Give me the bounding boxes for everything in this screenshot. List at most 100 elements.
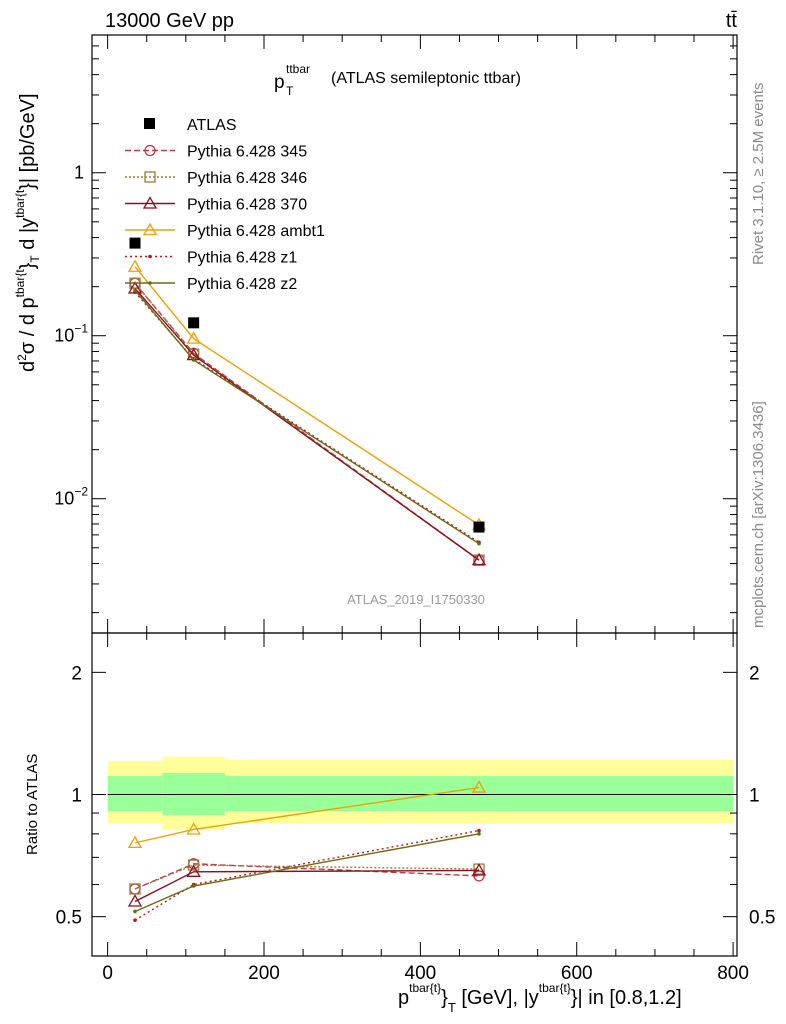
tick-base: 10 (54, 326, 74, 346)
mc-point (477, 541, 481, 546)
mc-point (127, 259, 143, 272)
uncertainty-band-inner (107, 776, 163, 812)
ratio-y-tick-label-right: 2 (749, 663, 760, 684)
mc-line (134, 291, 480, 543)
mc-line (134, 282, 480, 561)
legend-marker (148, 281, 152, 285)
ylabel-sigma: σ / d p (17, 297, 39, 354)
ylabel-sup-tbar2: tbar{t (13, 189, 27, 218)
uncertainty-band-inner (162, 772, 225, 816)
mc-line (134, 289, 480, 545)
tick-base: 10 (54, 489, 74, 509)
plot-title: p ttbar T (ATLAS semileptonic ttbar) (274, 62, 521, 98)
ylabel-sub-brace: } (17, 262, 39, 269)
x-tick-label: 600 (561, 963, 593, 984)
xlabel-end: }| in [0.8,1.2] (571, 987, 682, 1009)
svg-text:p: p (274, 72, 285, 93)
title-p: p (274, 72, 285, 93)
ratio-point (191, 884, 196, 888)
top-y-tick-label: 1 (74, 163, 84, 183)
ratio-point (127, 835, 143, 849)
ratio-point (471, 863, 487, 876)
x-tick-label: 200 (248, 963, 280, 984)
legend-marker (142, 222, 158, 236)
data-point (188, 317, 200, 329)
ratio-line (134, 786, 480, 844)
top-y-tick-label: 10−1 (54, 322, 88, 346)
ratio-line (134, 864, 480, 890)
ratio-panel: 0.5 0.5 1 1 2 2 0 200 400 600 800 (56, 632, 775, 984)
xlabel-sub-T: T (448, 1000, 456, 1015)
ratio-y-tick-label-right: 1 (749, 786, 760, 807)
xlabel-sub1: } (441, 987, 448, 1009)
ratio-point (187, 859, 200, 871)
legend-marker (144, 144, 156, 157)
legend-marker (148, 254, 152, 259)
title-sup: ttbar (286, 62, 310, 76)
top-y-axis-label: d2σ / d ptbar{t}T d |ytbar{t}| [pb/GeV] (13, 93, 42, 372)
x-tick-label: 0 (102, 963, 113, 984)
data-point (473, 521, 485, 533)
xlabel-mid: [GeV], |y (456, 987, 539, 1009)
ratio-point (186, 864, 201, 877)
ratio-y-tick-label-right: 0.5 (749, 908, 775, 929)
title-sub: T (286, 84, 294, 98)
svg-text:d2σ / d ptbar{t}T d |ytbar{t}|: d2σ / d ptbar{t}T d |ytbar{t}| [pb/GeV] (13, 93, 42, 372)
ratio-point (186, 822, 201, 835)
ratio-line (134, 833, 480, 913)
legend-label: Pythia 6.428 345 (187, 144, 307, 161)
xlabel-p: p (398, 987, 409, 1009)
ratio-line (134, 863, 480, 890)
ratio-point (127, 894, 143, 907)
legend-marker (142, 196, 158, 209)
ratio-y-tick-label: 0.5 (56, 908, 82, 929)
ratio-point (477, 832, 481, 836)
top-y-tick-label: 10−2 (54, 485, 88, 509)
ratio-point (477, 828, 481, 833)
legend-label: Pythia 6.428 z2 (187, 276, 297, 293)
ratio-line (134, 869, 480, 903)
legend-label: Pythia 6.428 z1 (187, 250, 297, 267)
ylabel-end: }| [pb/GeV] (17, 93, 39, 189)
mc-point (133, 288, 137, 293)
ratio-y-axis-label: Ratio to ATLAS (24, 754, 41, 855)
ratio-point (133, 918, 137, 923)
legend-label: ATLAS (187, 117, 237, 134)
legend-label: Pythia 6.428 370 (187, 197, 307, 214)
ratio-y-tick-label: 2 (71, 663, 82, 684)
ratio-point (471, 780, 487, 793)
mc-point (186, 331, 201, 344)
mcplots-label: mcplots.cern.ch [arXiv:1306.3436] (750, 401, 767, 628)
mc-point (191, 358, 196, 362)
mc-line (134, 266, 480, 526)
ratio-y-tick-label: 1 (71, 786, 82, 807)
data-point (129, 237, 141, 249)
energy-label: 13000 GeV pp (105, 10, 234, 32)
title-rest: (ATLAS semileptonic ttbar) (331, 70, 521, 87)
x-axis-label: ptbar{t}}T [GeV], |ytbar{t}}| in [0.8,1.… (398, 981, 682, 1015)
xlabel-sup1: tbar{t} (409, 981, 441, 995)
legend-marker (144, 171, 156, 183)
ylabel-sup2: 2 (15, 354, 29, 361)
ratio-point (133, 909, 137, 914)
legend-marker-data (144, 118, 155, 129)
x-tick-label: 800 (717, 963, 749, 984)
ylabel-mid: d |y (17, 218, 39, 255)
mc-line (134, 282, 480, 561)
ylabel-sup-tbar1: tbar{t (13, 269, 27, 298)
svg-text:ptbar{t}}T [GeV], |ytbar{t}}|: ptbar{t}}T [GeV], |ytbar{t}}| in [0.8,1.… (398, 981, 682, 1015)
rivet-label: Rivet 3.1.10, ≥ 2.5M events (750, 83, 767, 266)
tick-exp: −1 (74, 322, 88, 336)
analysis-watermark: ATLAS_2019_I1750330 (347, 592, 485, 607)
mc-line (134, 287, 480, 561)
x-tick-label: 400 (405, 963, 437, 984)
mc-point (471, 552, 487, 566)
ylabel-sub-T: T (28, 255, 42, 263)
legend-label: Pythia 6.428 346 (187, 170, 307, 187)
process-label: tt̄ (726, 10, 738, 32)
xlabel-sup2: tbar{t} (539, 981, 571, 995)
ratio-point (129, 883, 141, 895)
legend-label: Pythia 6.428 ambt1 (187, 223, 325, 240)
